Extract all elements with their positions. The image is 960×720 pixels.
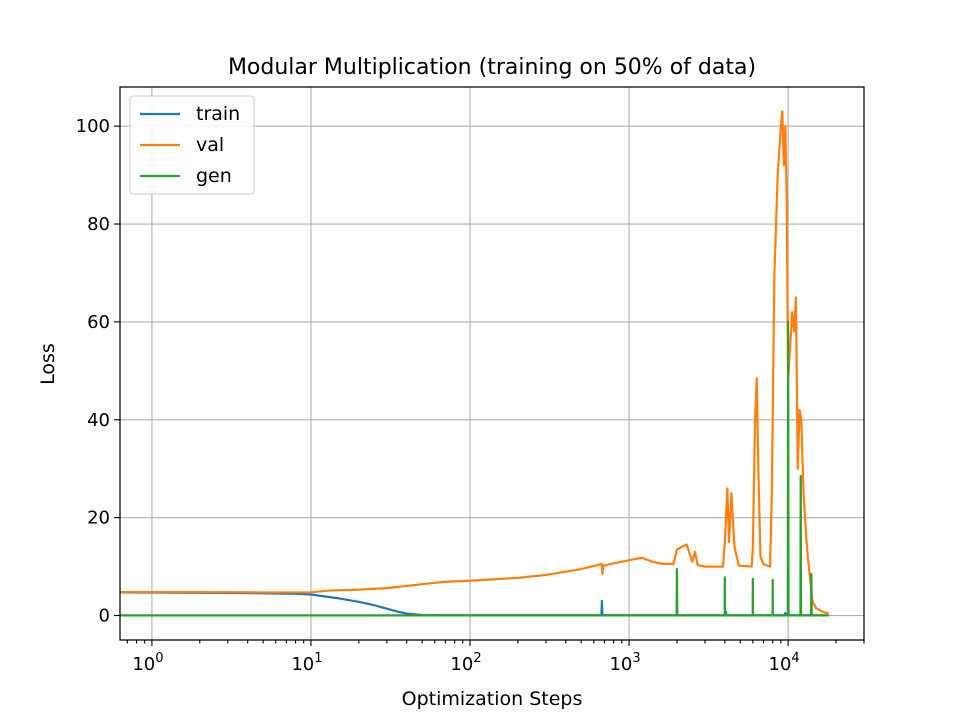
y-tick-label: 60 (87, 312, 110, 333)
y-tick-label: 100 (76, 116, 110, 137)
grid (120, 87, 864, 640)
plot-frame (119, 86, 865, 641)
x-tick-label: 102 (450, 651, 481, 675)
x-tick-label: 101 (291, 651, 322, 675)
y-tick-label: 20 (87, 508, 110, 529)
x-tick-label: 100 (132, 651, 163, 675)
y-tick-label: 0 (99, 606, 110, 627)
axis-ticks: 100 101 102 103 104 0 20 40 60 80 100 (76, 116, 865, 675)
x-axis-label: Optimization Steps (402, 688, 583, 710)
legend-label-train: train (196, 103, 240, 125)
y-tick-label: 80 (87, 214, 110, 235)
legend-label-val: val (196, 134, 224, 156)
chart-title: Modular Multiplication (training on 50% … (228, 55, 756, 80)
series-line-val (120, 110, 829, 615)
y-tick-label: 40 (87, 410, 110, 431)
series-lines (119, 110, 829, 617)
legend-box (129, 95, 255, 195)
x-tick-label: 103 (609, 651, 640, 675)
x-tick-label: 104 (769, 651, 800, 675)
y-axis-label: Loss (37, 343, 59, 385)
legend: train val gen (129, 95, 255, 195)
legend-label-gen: gen (196, 165, 232, 187)
series-line-gen (120, 320, 829, 617)
